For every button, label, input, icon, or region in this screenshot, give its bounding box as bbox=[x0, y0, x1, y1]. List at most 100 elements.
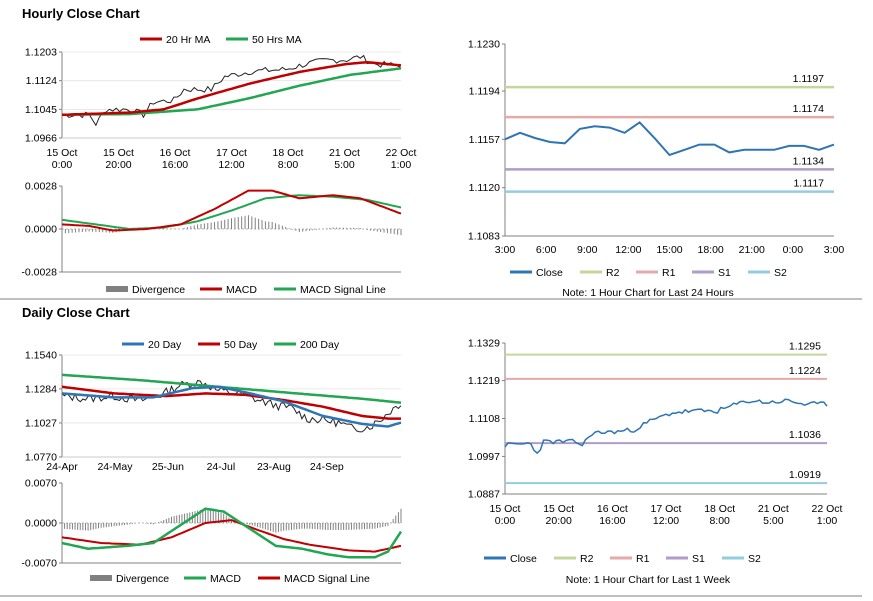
daily-levels-legend-label: R1 bbox=[636, 553, 650, 565]
hourly-ma20-series bbox=[61, 60, 402, 117]
daily-levels-legend-label: Close bbox=[510, 553, 537, 565]
hourly-levels-legend-label: R2 bbox=[606, 267, 620, 279]
hourly-macd-signal-series bbox=[61, 194, 402, 231]
daily-levels-xtick: 8:00 bbox=[709, 515, 730, 527]
daily-levels-xtick: 12:00 bbox=[653, 515, 679, 527]
hourly-price-ytick: 1.0966 bbox=[25, 133, 57, 145]
daily-price-xtick: 24-Jul bbox=[207, 461, 236, 473]
hourly-levels-xtick: 12:00 bbox=[615, 244, 641, 256]
hourly-price-xtick: 15 Oct bbox=[47, 147, 78, 159]
hourly-macd-chart: 0.0028 0.0000 -0.0028 Divergence MACD MACD Si… bbox=[21, 181, 402, 296]
hourly-price-xtick: 20:00 bbox=[105, 159, 131, 171]
daily-price-legend-label: 200 Day bbox=[300, 339, 340, 351]
hourly-macd-legend-label: MACD Signal Line bbox=[300, 284, 386, 296]
daily-levels-xtick: 0:00 bbox=[495, 515, 516, 527]
hourly-level-label: 1.1134 bbox=[793, 155, 824, 167]
hourly-levels-note: Note: 1 Hour Chart for Last 24 Hours bbox=[562, 287, 734, 299]
hourly-levels-ytick: 1.1194 bbox=[469, 86, 500, 98]
hourly-price-xtick: 21 Oct bbox=[329, 147, 360, 159]
daily-macd-ytick: -0.0070 bbox=[21, 558, 57, 570]
daily-levels-xtick: 1:00 bbox=[817, 515, 838, 527]
hourly-levels-xtick: 18:00 bbox=[697, 244, 723, 256]
daily-price-xtick: 24-Sep bbox=[310, 461, 344, 473]
daily-price-ytick: 1.1540 bbox=[25, 350, 57, 362]
hourly-levels-chart: 1.1230 1.1194 1.1157 1.1120 1.1083 1.1197 1.11… bbox=[468, 39, 845, 300]
hourly-price-xtick: 0:00 bbox=[52, 159, 73, 171]
hourly-macd-legend-label: Divergence bbox=[132, 284, 185, 296]
daily-level-label: 1.0919 bbox=[789, 469, 821, 481]
hourly-levels-legend-label: Close bbox=[536, 267, 563, 279]
daily-levels-xtick: 16:00 bbox=[599, 515, 625, 527]
daily-levels-xtick: 5:00 bbox=[763, 515, 784, 527]
daily-levels-legend-label: R2 bbox=[580, 553, 594, 565]
hourly-price-xtick: 1:00 bbox=[391, 159, 412, 171]
daily-levels-xtick: 17 Oct bbox=[651, 503, 682, 515]
daily-levels-xtick: 21 Oct bbox=[758, 503, 789, 515]
hourly-macd-ytick: 0.0028 bbox=[25, 181, 57, 193]
hourly-close-series bbox=[61, 54, 402, 127]
hourly-price-ytick: 1.1124 bbox=[26, 75, 57, 87]
hourly-price-xtick: 15 Oct bbox=[103, 147, 134, 159]
hourly-price-xtick: 12:00 bbox=[218, 159, 244, 171]
hourly-levels-xtick: 0:00 bbox=[783, 244, 804, 256]
daily-section-title: Daily Close Chart bbox=[22, 305, 130, 320]
hourly-levels-xtick: 15:00 bbox=[656, 244, 682, 256]
daily-level-label: 1.1295 bbox=[789, 341, 821, 353]
daily-price-ytick: 1.1027 bbox=[25, 417, 57, 429]
daily-levels-ytick: 1.0887 bbox=[468, 489, 500, 501]
hourly-levels-ytick: 1.1230 bbox=[468, 39, 500, 51]
daily-levels-xtick: 16 Oct bbox=[597, 503, 628, 515]
daily-ma50-series bbox=[61, 385, 401, 420]
hourly-price-legend-label: 20 Hr MA bbox=[166, 34, 210, 46]
hourly-price-xtick: 5:00 bbox=[334, 159, 355, 171]
hourly-levels-xtick: 9:00 bbox=[577, 244, 598, 256]
hourly-price-xtick: 17 Oct bbox=[216, 147, 247, 159]
daily-level-label: 1.1036 bbox=[789, 429, 821, 441]
daily-price-xtick: 24-Apr bbox=[46, 461, 78, 473]
daily-ma20-series bbox=[61, 385, 402, 428]
daily-macd-legend-label: MACD Signal Line bbox=[284, 573, 370, 585]
hourly-levels-ytick: 1.1157 bbox=[469, 134, 500, 146]
hourly-levels-xtick: 21:00 bbox=[739, 244, 765, 256]
hourly-section-title: Hourly Close Chart bbox=[22, 6, 140, 21]
daily-price-xtick: 25-Jun bbox=[152, 461, 184, 473]
daily-levels-ytick: 1.1329 bbox=[468, 338, 500, 350]
daily-price-ytick: 1.1284 bbox=[25, 383, 57, 395]
daily-macd-legend-label: Divergence bbox=[116, 573, 169, 585]
daily-levels-xtick: 15 Oct bbox=[490, 503, 521, 515]
hourly-levels-legend-label: S2 bbox=[774, 267, 787, 279]
daily-macd-ytick: 0.0070 bbox=[25, 478, 57, 490]
daily-levels-xtick: 15 Oct bbox=[543, 503, 574, 515]
daily-macd-signal-series bbox=[61, 519, 402, 553]
daily-levels-xtick: 20:00 bbox=[546, 515, 572, 527]
hourly-levels-legend-label: S1 bbox=[718, 267, 731, 279]
daily-price-legend-label: 50 Day bbox=[224, 339, 258, 351]
daily-macd-ytick: 0.0000 bbox=[25, 518, 57, 530]
hourly-levels-xtick: 3:00 bbox=[824, 244, 845, 256]
daily-price-xtick: 23-Aug bbox=[257, 461, 291, 473]
hourly-price-xtick: 18 Oct bbox=[273, 147, 304, 159]
hourly-levels-ytick: 1.1120 bbox=[469, 182, 500, 194]
hourly-levels-xtick: 6:00 bbox=[536, 244, 557, 256]
hourly-level-label: 1.1117 bbox=[793, 178, 824, 190]
daily-macd-chart: 0.0070 0.0000 -0.0070 Divergence MACD MACD Si… bbox=[21, 478, 403, 585]
hourly-macd-legend-label: MACD bbox=[226, 284, 257, 296]
daily-levels-close-series bbox=[504, 398, 828, 455]
hourly-price-legend-label: 50 Hrs MA bbox=[252, 34, 302, 46]
daily-price-ytick: 1.0770 bbox=[25, 452, 57, 464]
daily-levels-ytick: 1.0997 bbox=[468, 451, 500, 463]
daily-levels-chart: 1.1329 1.1219 1.1108 1.0997 1.0887 1.1295 1.12… bbox=[468, 338, 843, 587]
hourly-price-xtick: 8:00 bbox=[278, 159, 299, 171]
hourly-price-ytick: 1.1045 bbox=[25, 104, 57, 116]
hourly-price-xtick: 16 Oct bbox=[160, 147, 191, 159]
daily-levels-xtick: 18 Oct bbox=[704, 503, 735, 515]
hourly-macd-legend-swatch bbox=[106, 286, 128, 292]
hourly-price-xtick: 16:00 bbox=[162, 159, 188, 171]
daily-level-label: 1.1224 bbox=[789, 365, 821, 377]
hourly-macd-ytick: 0.0000 bbox=[25, 224, 57, 236]
daily-price-legend-label: 20 Day bbox=[148, 339, 182, 351]
daily-levels-ytick: 1.1219 bbox=[468, 375, 500, 387]
daily-levels-legend-label: S2 bbox=[748, 553, 761, 565]
